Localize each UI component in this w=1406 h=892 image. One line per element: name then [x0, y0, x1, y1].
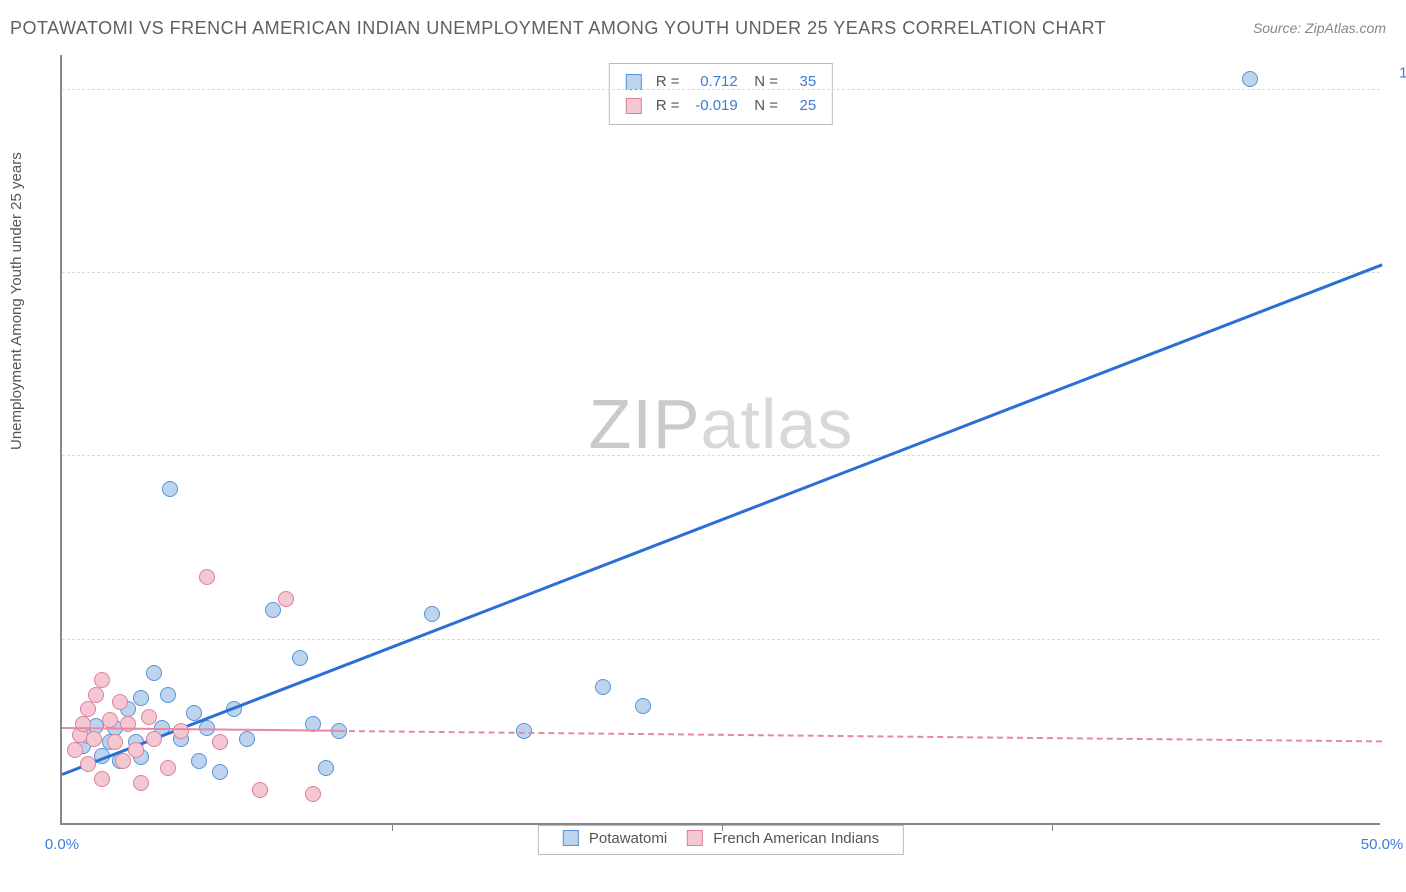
correlation-stats-box: R = 0.712 N = 35R = -0.019 N = 25: [609, 63, 833, 125]
data-point: [424, 606, 440, 622]
data-point: [102, 712, 118, 728]
data-point: [635, 698, 651, 714]
data-point: [318, 760, 334, 776]
stats-row: R = -0.019 N = 25: [626, 94, 816, 118]
trend-line: [339, 730, 1382, 742]
watermark: ZIPatlas: [589, 384, 854, 464]
legend-swatch: [626, 74, 642, 90]
data-point: [252, 782, 268, 798]
data-point: [278, 591, 294, 607]
data-point: [173, 723, 189, 739]
series-legend: Potawatomi French American Indians: [538, 825, 904, 856]
data-point: [107, 734, 123, 750]
x-tick: [392, 823, 393, 831]
gridline: [62, 89, 1380, 90]
data-point: [212, 734, 228, 750]
data-point: [94, 771, 110, 787]
gridline: [62, 639, 1380, 640]
legend-swatch: [563, 830, 579, 846]
y-axis-label: Unemployment Among Youth under 25 years: [8, 152, 25, 450]
x-tick: [1052, 823, 1053, 831]
x-tick: [722, 823, 723, 831]
data-point: [146, 731, 162, 747]
gridline: [62, 455, 1380, 456]
stats-row: R = 0.712 N = 35: [626, 70, 816, 94]
data-point: [146, 665, 162, 681]
legend-item: Potawatomi: [563, 830, 667, 847]
data-point: [305, 786, 321, 802]
legend-swatch: [626, 98, 642, 114]
data-point: [160, 760, 176, 776]
x-tick-label: 0.0%: [45, 836, 79, 853]
scatter-plot-area: ZIPatlas R = 0.712 N = 35R = -0.019 N = …: [60, 55, 1380, 825]
data-point: [162, 481, 178, 497]
data-point: [199, 569, 215, 585]
data-point: [88, 687, 104, 703]
data-point: [292, 650, 308, 666]
data-point: [141, 709, 157, 725]
data-point: [595, 679, 611, 695]
data-point: [239, 731, 255, 747]
data-point: [128, 742, 144, 758]
data-point: [160, 687, 176, 703]
data-point: [67, 742, 83, 758]
data-point: [115, 753, 131, 769]
data-point: [212, 764, 228, 780]
x-tick-label: 50.0%: [1361, 836, 1404, 853]
gridline: [62, 272, 1380, 273]
data-point: [94, 672, 110, 688]
legend-item: French American Indians: [687, 830, 879, 847]
data-point: [265, 602, 281, 618]
data-point: [1242, 71, 1258, 87]
data-point: [86, 731, 102, 747]
data-point: [80, 756, 96, 772]
data-point: [75, 716, 91, 732]
data-point: [80, 701, 96, 717]
data-point: [133, 690, 149, 706]
data-point: [112, 694, 128, 710]
trend-line: [62, 263, 1383, 775]
chart-title: POTAWATOMI VS FRENCH AMERICAN INDIAN UNE…: [10, 18, 1106, 39]
data-point: [133, 775, 149, 791]
y-tick-label: 100.0%: [1399, 64, 1406, 81]
source-attribution: Source: ZipAtlas.com: [1253, 20, 1386, 36]
data-point: [191, 753, 207, 769]
legend-swatch: [687, 830, 703, 846]
